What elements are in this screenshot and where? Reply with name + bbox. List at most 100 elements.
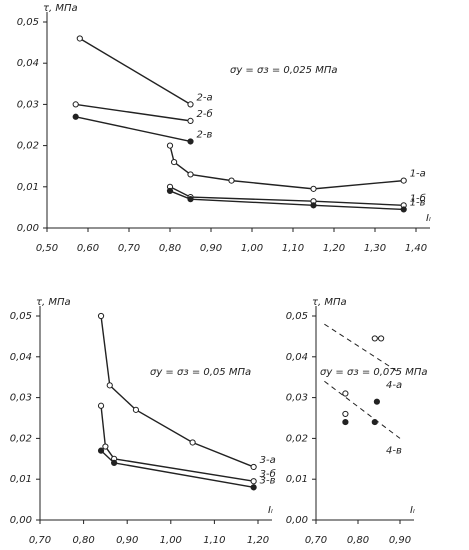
y-tick-label: 0,02 — [286, 433, 308, 444]
data-point — [250, 478, 257, 485]
series-line — [100, 405, 254, 482]
data-point — [250, 484, 257, 491]
chart: τ, МПа Iₗ σу = σз = 0,075 МПа 0,70 0,80 0,90 0… — [286, 297, 428, 546]
series-label: 4-а — [386, 380, 402, 391]
series-line — [75, 103, 191, 122]
y-tick-label: 0,05 — [17, 17, 39, 28]
series-line — [100, 315, 254, 468]
x-tick-label: 1,10 — [203, 535, 225, 546]
data-point — [97, 312, 105, 320]
data-point — [106, 382, 113, 389]
data-point — [187, 101, 194, 108]
series-line — [169, 145, 404, 190]
data-point — [342, 390, 349, 397]
data-point — [97, 402, 105, 409]
y-tick-label: 0,00 — [286, 515, 308, 526]
series-label: 3-а — [260, 455, 276, 466]
x-tick-label: 1,00 — [241, 243, 263, 254]
data-point — [250, 463, 257, 471]
y-tick-label: 0,01 — [286, 474, 308, 485]
x-tick-label: 1,10 — [282, 243, 304, 254]
x-axis-label: Iₗ — [410, 505, 415, 516]
data-point — [310, 185, 317, 192]
x-tick-label: 0,60 — [77, 243, 99, 254]
data-point — [373, 398, 380, 405]
x-axis-label: Iₗ — [426, 213, 431, 224]
series-line — [169, 186, 404, 207]
x-tick-label: 1,20 — [247, 535, 269, 546]
x-tick-label: 0,90 — [389, 535, 411, 546]
annotation: σу = σз = 0,025 МПа — [230, 65, 337, 76]
chart: τ, МПа Iₗ σу = σз = 0,05 МПа 0,70 0,80 0,90 1,… — [10, 297, 276, 546]
y-tick-label: 0,03 — [17, 99, 39, 110]
x-tick-label: 0,80 — [159, 243, 181, 254]
series-label: 3-б — [260, 468, 276, 480]
x-tick-label: 1,20 — [323, 243, 345, 254]
data-point — [102, 443, 109, 450]
trend-line — [324, 323, 401, 374]
x-tick-label: 0,80 — [72, 535, 94, 546]
x-axis-label: Iₗ — [268, 505, 273, 516]
trend-line — [324, 380, 401, 439]
data-point — [371, 335, 378, 342]
data-point — [171, 158, 178, 166]
y-axis-label: τ, МПа — [36, 297, 71, 308]
series-line — [75, 116, 191, 143]
series-label: 1-в — [410, 197, 426, 208]
data-point — [132, 406, 140, 413]
data-point — [342, 418, 349, 426]
chart: τ, МПа Iₗ σу = σз = 0,025 МПа 0,50 0,60 0,70 0… — [17, 3, 431, 254]
data-point — [187, 117, 194, 124]
series-label: 2-б — [197, 108, 213, 120]
data-point — [342, 410, 349, 418]
y-axis-label: τ, МПа — [43, 3, 78, 14]
y-tick-label: 0,05 — [10, 311, 32, 322]
data-point — [76, 35, 83, 42]
data-point — [400, 177, 407, 184]
data-point — [400, 206, 407, 213]
y-tick-label: 0,00 — [10, 515, 32, 526]
y-tick-label: 0,04 — [286, 352, 308, 363]
annotation: σу = σз = 0,075 МПа — [320, 367, 427, 378]
x-tick-label: 1,30 — [364, 243, 386, 254]
data-point — [72, 113, 79, 120]
series-line — [79, 37, 191, 106]
x-tick-label: 1,00 — [160, 535, 182, 546]
data-point — [97, 447, 105, 454]
series-label: 2-в — [197, 129, 213, 140]
y-tick-label: 0,04 — [17, 58, 39, 69]
data-point — [187, 138, 194, 145]
y-tick-label: 0,01 — [10, 474, 32, 485]
x-tick-label: 0,70 — [305, 535, 327, 546]
y-tick-label: 0,02 — [17, 141, 39, 152]
series-line — [169, 190, 404, 211]
y-tick-label: 0,01 — [17, 182, 39, 193]
x-tick-label: 0,80 — [347, 535, 369, 546]
y-tick-label: 0,05 — [286, 311, 308, 322]
data-point — [72, 101, 79, 108]
data-point — [187, 196, 194, 203]
x-tick-label: 1,40 — [405, 243, 427, 254]
x-tick-label: 0,50 — [36, 243, 58, 254]
x-tick-label: 0,70 — [118, 243, 140, 254]
y-axis-label: τ, МПа — [312, 297, 347, 308]
series-label: 1-б — [410, 192, 426, 204]
series-label: 4-в — [386, 445, 402, 456]
annotation: σу = σз = 0,05 МПа — [150, 367, 251, 378]
series-label: 1-а — [410, 169, 426, 180]
x-tick-label: 0,90 — [200, 243, 222, 254]
data-point — [228, 177, 235, 184]
data-point — [310, 202, 317, 209]
data-point — [378, 335, 385, 342]
data-point — [166, 142, 174, 149]
series-label: 3-в — [260, 475, 276, 486]
data-point — [189, 439, 196, 446]
y-tick-label: 0,00 — [17, 223, 39, 234]
y-tick-label: 0,04 — [10, 352, 32, 363]
data-point — [111, 459, 118, 466]
data-point — [371, 418, 378, 426]
y-tick-label: 0,03 — [10, 393, 32, 404]
series-label: 2-а — [197, 92, 213, 103]
data-point — [166, 187, 174, 195]
x-tick-label: 0,90 — [116, 535, 138, 546]
